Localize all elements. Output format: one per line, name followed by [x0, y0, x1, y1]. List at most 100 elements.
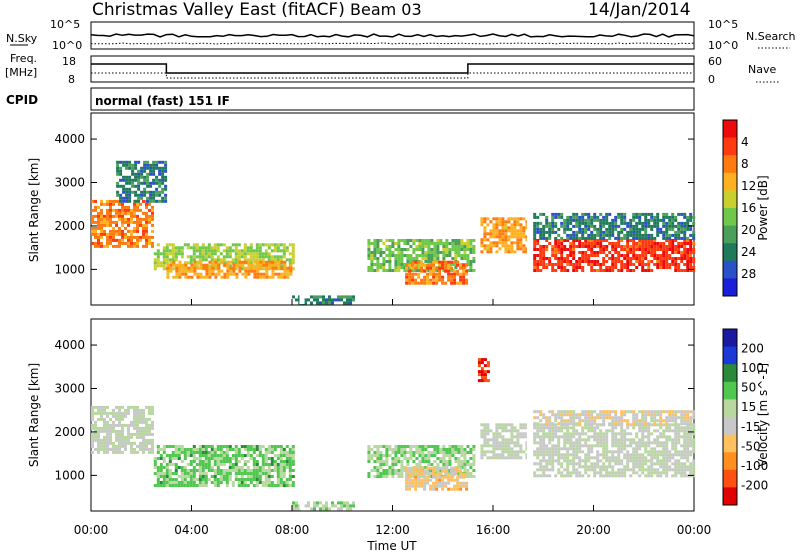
echo-cell [418, 254, 422, 257]
echo-cell [133, 405, 136, 409]
echo-cell [581, 260, 585, 263]
echo-cell [408, 278, 412, 282]
echo-cell [507, 450, 511, 454]
echo-cell [391, 242, 395, 245]
echo-cell [91, 438, 94, 442]
echo-cell [97, 244, 100, 248]
echo-cell [507, 250, 511, 254]
echo-cell [671, 221, 675, 225]
echo-cell [414, 466, 418, 470]
echo-cell [420, 281, 424, 285]
echo-cell [683, 269, 687, 272]
echo-cell [453, 269, 457, 273]
echo-cell [109, 423, 112, 427]
echo-cell [629, 438, 633, 442]
echo-cell [94, 208, 97, 212]
echo-cell [620, 221, 624, 225]
echo-cell [519, 226, 523, 230]
echo-cell [623, 435, 627, 439]
echo-cell [665, 230, 669, 234]
echo-cell [100, 226, 103, 230]
echo-cell [662, 251, 666, 254]
echo-cell [647, 218, 651, 222]
echo-cell [205, 275, 209, 279]
echo-cell [162, 457, 166, 460]
echo-cell [656, 221, 660, 225]
echo-cell [267, 481, 271, 484]
echo-cell [213, 246, 217, 250]
echo-cell [519, 217, 523, 221]
echo-cell [213, 448, 217, 451]
echo-cell [134, 172, 138, 176]
echo-cell [148, 238, 151, 242]
echo-cell [291, 460, 295, 463]
echo-cell [602, 230, 606, 234]
echo-cell [581, 266, 585, 269]
echo-cell [542, 260, 546, 263]
echo-cell [186, 448, 190, 451]
echo-cell [584, 453, 588, 457]
echo-cell [665, 444, 669, 448]
echo-cell [406, 257, 410, 260]
echo-cell [430, 239, 434, 242]
echo-cell [198, 249, 202, 253]
echo-cell [608, 221, 612, 225]
echo-cell [162, 255, 166, 259]
echo-cell [560, 426, 564, 430]
echo-cell [539, 438, 543, 442]
echo-cell [665, 426, 669, 430]
echo-cell [142, 447, 145, 451]
echo-cell [155, 181, 159, 185]
echo-cell [674, 450, 678, 454]
echo-cell [593, 239, 597, 242]
echo-cell [94, 423, 97, 427]
echo-cell [545, 263, 549, 266]
echo-cell [142, 408, 145, 412]
echo-cell [211, 272, 215, 276]
echo-cell [388, 269, 392, 272]
echo-cell [258, 448, 262, 451]
echo-cell [441, 478, 445, 482]
echo-cell [677, 257, 681, 260]
echo-cell [265, 266, 269, 270]
echo-cell [256, 269, 260, 273]
echo-cell [656, 413, 660, 417]
echo-cell [575, 233, 579, 237]
echo-cell [376, 466, 380, 469]
echo-cell [590, 450, 594, 454]
echo-cell [457, 448, 461, 451]
echo-cell [91, 414, 94, 418]
echo-cell [189, 478, 193, 481]
echo-cell [611, 230, 615, 234]
echo-cell [370, 260, 374, 263]
echo-cell [680, 413, 684, 417]
echo-cell [665, 215, 669, 219]
echo-cell [408, 469, 412, 473]
echo-cell [495, 226, 499, 230]
echo-cell [264, 460, 268, 463]
echo-cell [429, 263, 433, 267]
echo-cell [545, 266, 549, 269]
echo-cell [557, 444, 561, 448]
echo-cell [644, 422, 648, 426]
echo-cell [435, 484, 439, 488]
echo-cell [414, 278, 418, 282]
echo-cell [367, 269, 371, 272]
echo-cell [183, 451, 187, 454]
echo-cell [522, 247, 526, 251]
echo-cell [533, 426, 537, 430]
echo-cell [665, 248, 669, 251]
echo-cell [563, 260, 567, 263]
echo-cell [97, 211, 100, 215]
echo-cell [650, 441, 654, 445]
echo-cell [130, 229, 133, 233]
echo-cell [590, 426, 594, 430]
echo-cell [186, 463, 190, 466]
echo-cell [201, 466, 205, 469]
echo-cell [489, 438, 493, 442]
echo-cell [130, 423, 133, 427]
echo-cell [243, 252, 247, 256]
echo-cell [504, 223, 508, 227]
echo-cell [131, 184, 135, 188]
echo-cell [394, 248, 398, 251]
